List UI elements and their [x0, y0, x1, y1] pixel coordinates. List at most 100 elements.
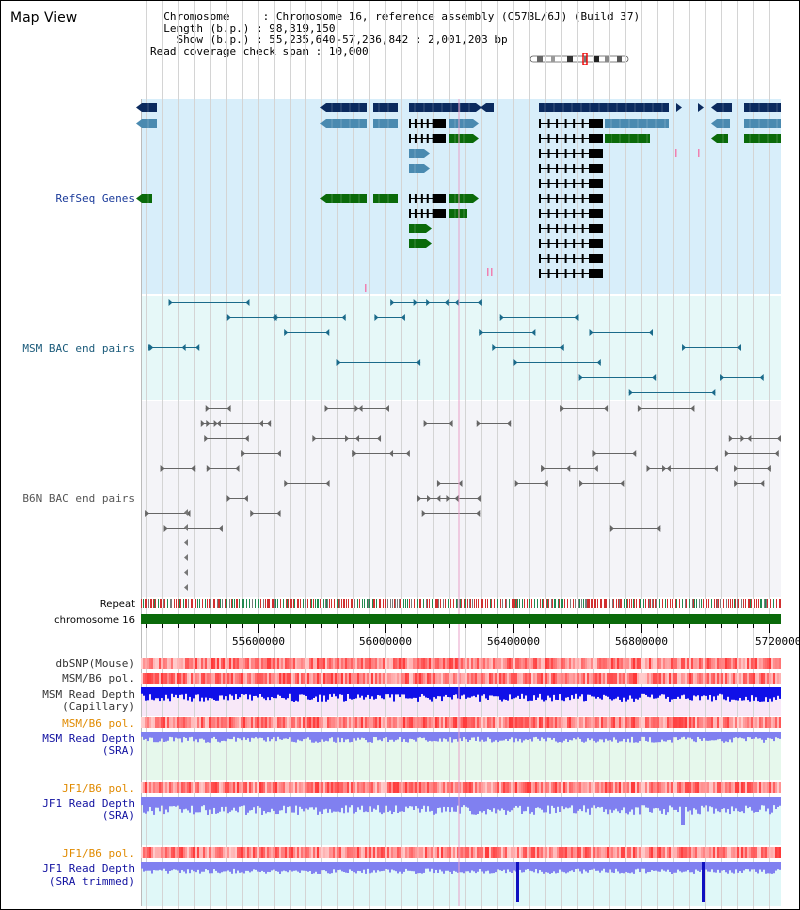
polymorphism-cell — [373, 658, 375, 669]
polymorphism-cell — [545, 717, 547, 728]
polymorphism-cell — [487, 717, 489, 728]
depth-bar — [625, 797, 627, 814]
depth-bar — [771, 797, 773, 813]
repeat-element — [339, 599, 340, 608]
polymorphism-cell — [153, 658, 155, 669]
bac-end-marker — [426, 299, 431, 306]
repeat-element — [379, 599, 380, 608]
polymorphism-cell — [397, 782, 399, 793]
b6n-bac-track[interactable] — [145, 405, 781, 591]
depth-bar — [651, 687, 653, 695]
depth-bar — [585, 687, 587, 701]
bac-end-marker — [649, 329, 654, 336]
polymorphism-cell — [421, 847, 423, 858]
gene-exon — [564, 209, 567, 218]
polymorphism-cell — [545, 673, 547, 684]
chromosome-ideogram[interactable] — [529, 53, 629, 65]
gene-exon — [547, 134, 550, 143]
depth-bar — [173, 732, 175, 742]
polymorphism-cell — [675, 847, 677, 858]
depth-bar — [319, 732, 321, 743]
depth-bar — [705, 732, 707, 741]
polymorphism-cell — [549, 658, 551, 669]
b6n-bac-track-label[interactable]: B6N BAC end pairs — [22, 492, 135, 505]
polymorphism-cell — [429, 782, 431, 793]
msm-b6-pol-label-2[interactable]: MSM/B6 pol. — [62, 717, 135, 730]
polymorphism-cell — [205, 717, 207, 728]
repeat-track-label[interactable]: Repeat — [100, 599, 135, 610]
depth-bar — [541, 862, 543, 872]
polymorphism-cell — [577, 717, 579, 728]
msm-bac-track[interactable] — [148, 299, 764, 396]
polymorphism-cell — [607, 847, 609, 858]
dbsnp-track-label[interactable]: dbSNP(Mouse) — [56, 657, 135, 670]
polymorphism-cell — [489, 658, 491, 669]
repeat-element — [453, 599, 454, 608]
info-value: 98,319,150 — [269, 21, 336, 35]
depth-bar — [539, 687, 541, 694]
polymorphism-cell — [647, 658, 649, 669]
repeat-element — [497, 599, 498, 608]
polymorphism-cell — [775, 847, 777, 858]
polymorphism-cell — [295, 717, 297, 728]
jf1-b6-pol-label-2[interactable]: JF1/B6 pol. — [62, 847, 135, 860]
polymorphism-cell — [523, 717, 525, 728]
polymorphism-cell — [305, 782, 307, 793]
jf1-read-depth-trim-label[interactable]: JF1 Read Depth — [42, 862, 135, 875]
depth-bar — [569, 687, 571, 701]
polymorphism-cell — [405, 673, 407, 684]
polymorphism-cell — [485, 847, 487, 858]
depth-bar — [611, 687, 613, 701]
polymorphism-cell — [267, 782, 269, 793]
depth-bar — [743, 732, 745, 739]
depth-bar — [205, 797, 207, 811]
polymorphism-cell — [181, 717, 183, 728]
polymorphism-cell — [761, 717, 763, 728]
depth-bar — [449, 687, 451, 698]
polymorphism-cell — [155, 717, 157, 728]
msm-read-depth-capillary-label[interactable]: MSM Read Depth — [42, 688, 135, 701]
polymorphism-cell — [249, 673, 251, 684]
polymorphism-cell — [219, 782, 221, 793]
refseq-track-label[interactable]: RefSeq Genes — [56, 192, 135, 205]
polymorphism-cell — [497, 717, 499, 728]
polymorphism-cell — [769, 673, 771, 684]
polymorphism-cell — [609, 717, 611, 728]
polymorphism-cell — [357, 717, 359, 728]
jf1-read-depth-sra-label[interactable]: JF1 Read Depth — [42, 797, 135, 810]
polymorphism-cell — [585, 658, 587, 669]
bac-end-marker — [184, 569, 188, 576]
repeat-element — [749, 599, 750, 608]
polymorphism-cell — [157, 782, 159, 793]
depth-bar — [777, 797, 779, 807]
gene-exon — [581, 194, 584, 203]
polymorphism-cell — [529, 717, 531, 728]
msm-read-depth-sra-label[interactable]: MSM Read Depth — [42, 732, 135, 745]
polymorphism-cell — [727, 847, 729, 858]
polymorphism-cell — [357, 658, 359, 669]
polymorphism-cell — [717, 673, 719, 684]
gene-exon — [414, 134, 417, 143]
depth-bar — [667, 687, 669, 697]
repeat-element — [717, 599, 718, 608]
polymorphism-cell — [515, 717, 517, 728]
polymorphism-cell — [719, 673, 721, 684]
polymorphism-cell — [745, 673, 747, 684]
depth-bar — [607, 687, 609, 697]
depth-bar — [651, 797, 653, 813]
polymorphism-cell — [455, 673, 457, 684]
strand-arrow — [605, 134, 611, 143]
refseq-gene-track[interactable] — [136, 103, 781, 292]
jf1-b6-pol-label-1[interactable]: JF1/B6 pol. — [62, 782, 135, 795]
polymorphism-cell — [387, 782, 389, 793]
polymorphism-cell — [451, 847, 453, 858]
repeat-element — [373, 599, 374, 608]
msm-bac-track-label[interactable]: MSM BAC end pairs — [22, 342, 135, 355]
msm-b6-pol-label-1[interactable]: MSM/B6 pol. — [62, 672, 135, 685]
polymorphism-cell — [151, 847, 153, 858]
depth-bar — [501, 732, 503, 741]
depth-bar — [577, 732, 579, 738]
strand-arrow — [473, 119, 479, 128]
info-key: Show (b.p.) — [176, 33, 250, 46]
polymorphism-cell — [537, 717, 539, 728]
